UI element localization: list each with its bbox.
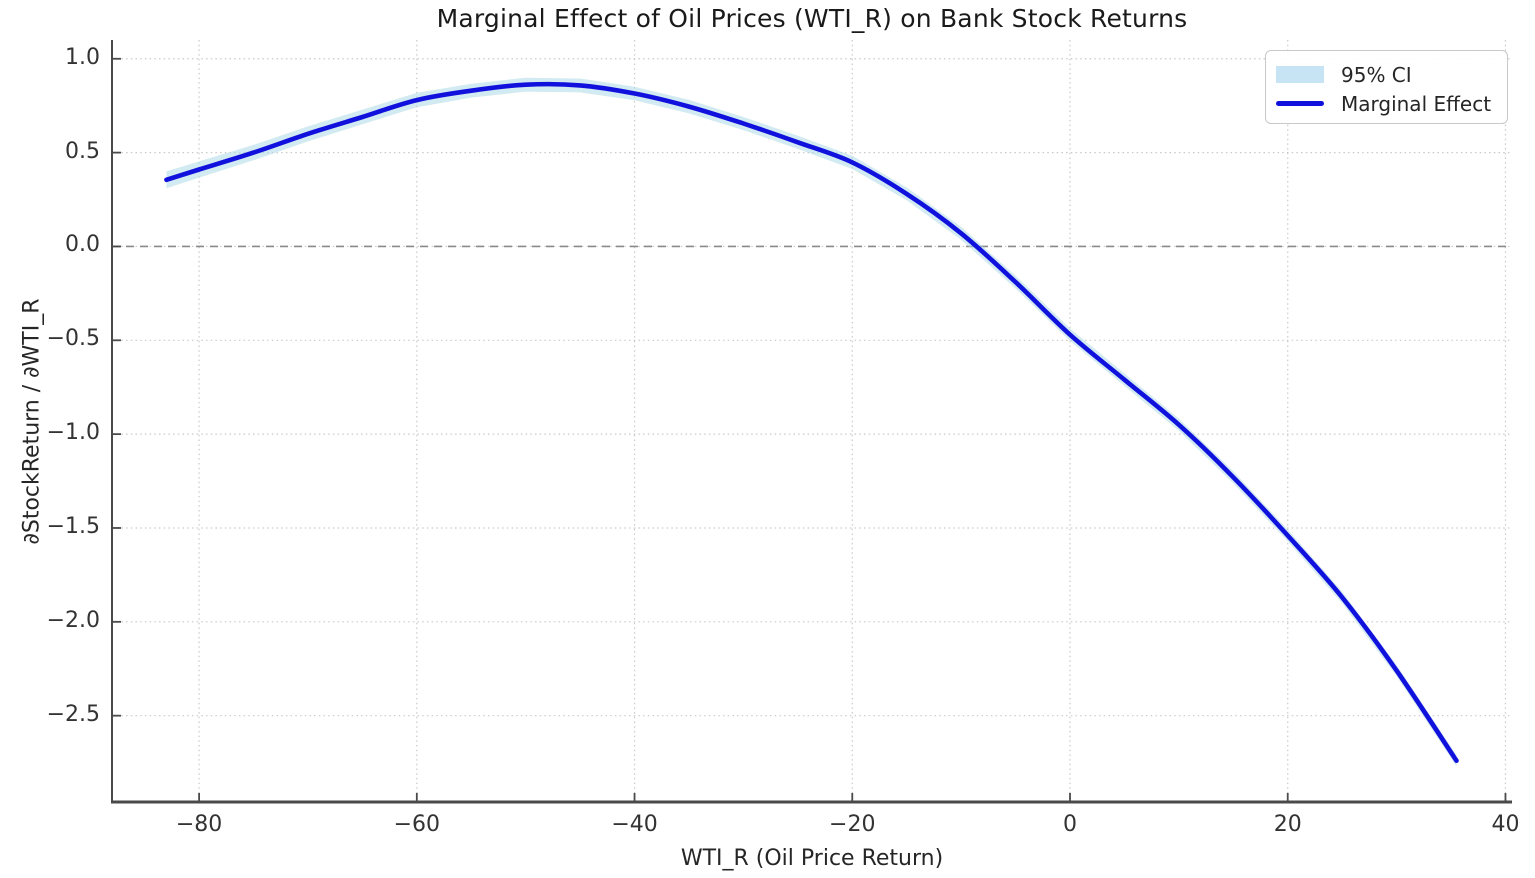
y-tick-label: 0.5	[65, 138, 100, 164]
confidence-band	[166, 77, 1457, 767]
y-tick-label: −0.5	[46, 326, 100, 352]
legend: 95% CI Marginal Effect	[1265, 50, 1508, 124]
x-tick-label: −80	[175, 812, 223, 837]
legend-item-marginal-effect: Marginal Effect	[1276, 89, 1497, 118]
y-tick-label: −1.0	[46, 420, 100, 446]
marginal-effect-line	[164, 81, 1459, 763]
legend-item-ci: 95% CI	[1276, 60, 1497, 89]
x-tick-label: −60	[393, 812, 441, 837]
x-tick-label: 40	[1491, 812, 1520, 837]
y-tick-label: 1.0	[65, 44, 100, 70]
y-tick-label: −2.0	[46, 607, 100, 633]
legend-label-ci: 95% CI	[1341, 62, 1412, 87]
x-tick-label: −20	[829, 812, 876, 837]
y-tick-label: 0.0	[65, 232, 100, 258]
y-tick-label: −1.5	[46, 513, 100, 539]
marginal-effect-line-swatch	[1276, 101, 1324, 106]
legend-label-marginal-effect: Marginal Effect	[1341, 91, 1492, 116]
x-tick-label: 20	[1273, 812, 1302, 837]
y-tick-label: −2.5	[46, 701, 100, 727]
chart-title: Marginal Effect of Oil Prices (WTI_R) on…	[436, 4, 1188, 33]
x-axis-label: WTI_R (Oil Price Return)	[680, 846, 944, 871]
x-tick-label: 0	[1063, 812, 1077, 837]
x-tick-label: −40	[611, 812, 658, 837]
ci-band-swatch	[1276, 66, 1324, 83]
